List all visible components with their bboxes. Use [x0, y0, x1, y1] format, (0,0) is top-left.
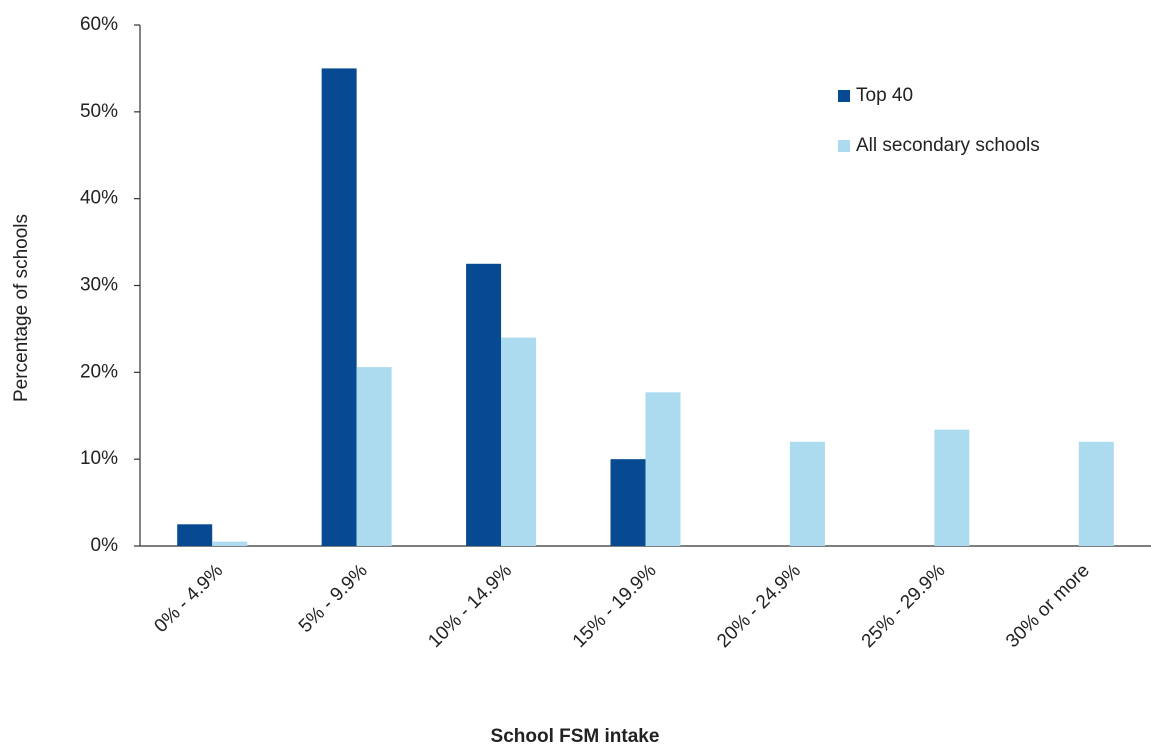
bar	[610, 459, 646, 546]
bar	[177, 524, 213, 546]
bar	[321, 68, 357, 547]
legend-label: Top 40	[856, 85, 913, 106]
bar	[466, 263, 502, 546]
legend-swatch	[838, 90, 850, 102]
x-tick-label: 10% - 14.9%	[424, 560, 516, 652]
y-tick-label: 0%	[91, 535, 119, 556]
y-tick-label: 30%	[80, 275, 118, 296]
y-tick-label: 20%	[80, 361, 118, 382]
bar	[1078, 441, 1114, 546]
y-tick-label: 50%	[80, 101, 118, 122]
y-tick-label: 10%	[80, 448, 118, 469]
bar	[934, 429, 970, 546]
x-tick-label: 30% or more	[1002, 560, 1094, 652]
legend-label: All secondary schools	[856, 135, 1040, 156]
x-tick-label: 5% - 9.9%	[295, 560, 372, 637]
y-tick-label: 60%	[80, 14, 118, 35]
bar	[356, 367, 392, 546]
x-tick-label: 0% - 4.9%	[150, 560, 227, 637]
legend-swatch	[838, 140, 850, 152]
y-axis-title: Percentage of schools	[11, 214, 32, 402]
bar	[645, 392, 681, 546]
bar	[789, 441, 825, 546]
x-tick-label: 15% - 19.9%	[569, 560, 661, 652]
bar	[501, 337, 537, 546]
x-tick-label: 20% - 24.9%	[713, 560, 805, 652]
bar	[212, 541, 248, 546]
y-tick-label: 40%	[80, 188, 118, 209]
x-tick-label: 25% - 29.9%	[858, 560, 950, 652]
x-axis-title: School FSM intake	[491, 726, 660, 747]
